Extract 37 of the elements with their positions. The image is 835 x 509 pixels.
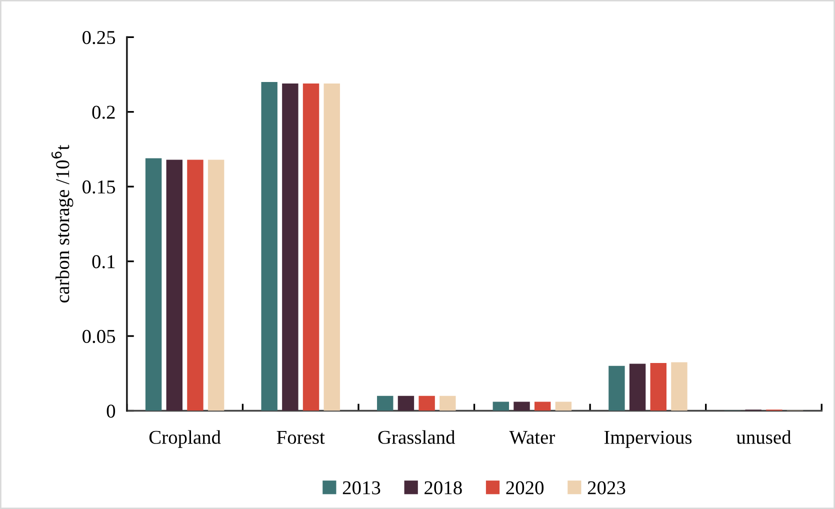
bar: [440, 396, 456, 411]
bar: [671, 362, 688, 411]
legend-label: 2013: [342, 481, 380, 494]
bar: [187, 160, 204, 411]
legend-label: 2020: [506, 481, 544, 494]
y-tick-label: 0.25: [82, 30, 116, 44]
bar: [261, 82, 278, 411]
bar: [650, 362, 666, 411]
y-tick-label: 0.2: [92, 106, 115, 119]
bar: [629, 364, 646, 411]
x-tick-label: unused: [736, 430, 792, 444]
y-tick-label: 0.1: [92, 255, 115, 268]
bar: [492, 402, 510, 411]
bar: [166, 160, 182, 411]
x-tick-label: Forest: [276, 430, 325, 444]
x-tick-label: Water: [509, 430, 555, 444]
bar: [208, 160, 224, 411]
bar: [608, 366, 625, 411]
bar: [302, 83, 320, 411]
bar: [418, 396, 435, 411]
bar: [534, 402, 551, 411]
legend-label: 2018: [424, 481, 462, 494]
x-tick-label: Cropland: [149, 430, 221, 448]
bar: [377, 396, 394, 411]
bar: [145, 158, 162, 411]
bar: [398, 396, 414, 411]
x-tick-label: Grassland: [378, 430, 456, 444]
y-tick-label: 0.05: [82, 330, 116, 344]
legend-label: 2023: [588, 481, 626, 494]
bar: [324, 83, 340, 411]
bar: [514, 402, 530, 411]
y-tick-label: 0: [106, 404, 116, 418]
y-tick-label: 0.15: [82, 180, 116, 194]
bar: [555, 402, 572, 411]
y-axis-title: carbon storage /10$^{6}$t: [51, 144, 74, 302]
x-tick-label: Impervious: [604, 430, 692, 448]
bar: [282, 83, 298, 411]
